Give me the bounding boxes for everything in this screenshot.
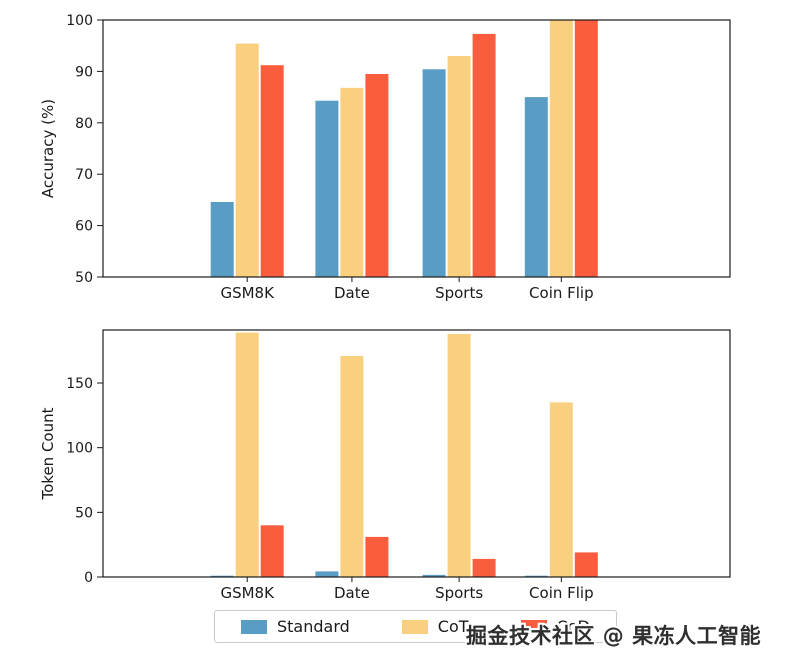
y-tick-label: 100 [66,441,93,457]
y-axis-label: Token Count [39,407,57,500]
y-tick-label: 50 [75,505,93,521]
token-count-chart: GSM8K Date Sports Coin Flip 0 50 100 150 Token C… [39,329,731,602]
bar-CoT-Date [340,355,364,577]
bar-CoD-Date [365,536,389,577]
standard-swatch [241,619,267,634]
bar-CoT-Coin Flip [549,402,573,577]
bar-CoT-Date [340,87,364,277]
legend-label-standard: Standard [277,617,350,636]
legend-label-cod: CoD [556,617,590,636]
x-tick-label: Sports [435,284,483,302]
x-tick-label: Sports [435,584,483,602]
x-tick-label: Coin Flip [529,584,594,602]
cod-swatch [520,619,547,634]
x-tick-label: Date [334,284,370,302]
accuracy-chart: GSM8K Date Sports Coin Flip 50 60 70 80 90 100 Acc… [39,13,731,302]
bar-CoD-Coin Flip [574,552,598,577]
legend: Standard CoT CoD [214,610,617,643]
x-tick-label: Coin Flip [529,284,594,302]
bar-Standard-Date [315,571,339,577]
x-tick-label: GSM8K [220,284,275,302]
bar-CoD-GSM8K [260,65,284,277]
bar-CoD-Sports [472,33,496,278]
plot-frame [102,19,731,278]
y-tick-label: 0 [84,570,93,586]
watermark: 掘金技术社区 @ 果冻人工智能 [466,624,762,648]
x-tick-label: GSM8K [220,584,275,602]
bar-CoT-GSM8K [235,43,259,277]
bar-Standard-Coin Flip [524,575,548,577]
y-axis-label: Accuracy (%) [39,99,57,198]
bar-CoT-Sports [447,56,471,277]
bar-CoT-Sports [447,333,471,577]
bar-Standard-GSM8K [210,202,234,277]
y-tick-label: 50 [75,270,93,286]
bar-CoD-Coin Flip [574,20,598,277]
y-tick-label: 90 [75,64,93,80]
bar-Standard-Coin Flip [524,97,548,277]
legend-item-standard: Standard [241,617,350,636]
y-tick-label: 150 [66,376,93,392]
bar-CoD-Sports [472,558,496,577]
y-tick-label: 70 [75,167,93,183]
bar-Standard-Sports [422,69,446,277]
y-tick-label: 100 [66,13,93,29]
bar-Standard-Sports [422,574,446,577]
legend-label-cot: CoT [437,617,469,636]
bar-CoD-GSM8K [260,525,284,577]
bar-Standard-Date [315,100,339,277]
bar-Standard-GSM8K [210,575,234,577]
cot-swatch [401,619,428,634]
legend-item-cod: CoD [520,617,590,636]
bar-CoD-Date [365,74,389,277]
bar-CoT-Coin Flip [549,20,573,277]
legend-item-cot: CoT [401,617,469,636]
plot-frame [102,329,731,578]
x-tick-label: Date [334,584,370,602]
y-tick-label: 80 [75,116,93,132]
bar-CoT-GSM8K [235,332,259,577]
y-tick-label: 60 [75,219,93,235]
